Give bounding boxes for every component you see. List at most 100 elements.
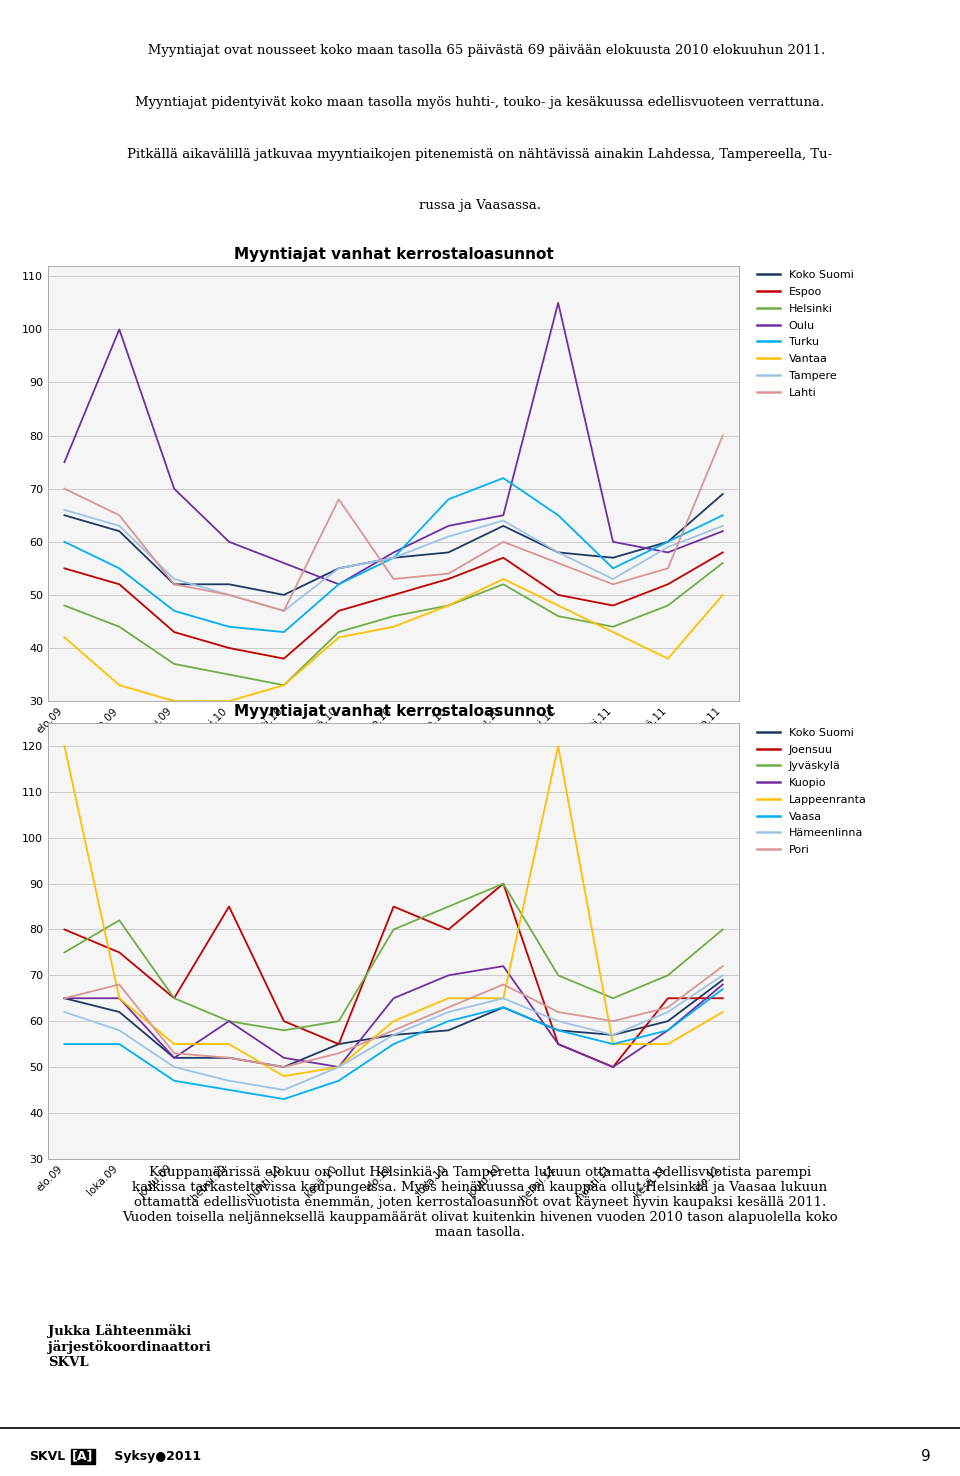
Turku (278, 623, 290, 641)
Pori (662, 999, 674, 1017)
Koko Suomi (497, 517, 509, 534)
Koko Suomi (168, 1049, 180, 1067)
Vaasa (278, 1091, 290, 1108)
Tampere (662, 539, 674, 556)
Hämeenlinna (113, 1021, 125, 1039)
Jyväskylä (278, 1021, 290, 1039)
Vantaa (388, 618, 399, 636)
Helsinki (388, 607, 399, 624)
Kuopio (497, 958, 509, 976)
Vantaa (608, 623, 619, 641)
Joensuu (608, 1058, 619, 1076)
Tampere (443, 527, 454, 545)
Tampere (59, 500, 70, 518)
Lappeenranta (717, 1004, 729, 1021)
Hämeenlinna (278, 1080, 290, 1098)
Jyväskylä (608, 989, 619, 1007)
Helsinki (278, 676, 290, 694)
Oulu (717, 523, 729, 540)
Helsinki (113, 618, 125, 636)
Vantaa (443, 596, 454, 614)
Lappeenranta (168, 1035, 180, 1052)
Lappeenranta (59, 738, 70, 756)
Turku (59, 533, 70, 551)
Espoo (717, 543, 729, 561)
Pori (113, 976, 125, 993)
Jyväskylä (443, 897, 454, 915)
Pori (608, 1013, 619, 1030)
Koko Suomi (113, 1004, 125, 1021)
Oulu (59, 453, 70, 471)
Lappeenranta (608, 1035, 619, 1052)
Koko Suomi (443, 543, 454, 561)
Vaasa (168, 1072, 180, 1089)
Vaasa (59, 1035, 70, 1052)
Lahti (59, 480, 70, 497)
Vaasa (497, 999, 509, 1017)
Text: Jukka Lähteenmäki
järjestökoordinaattori
SKVL: Jukka Lähteenmäki järjestökoordinaattori… (48, 1324, 211, 1368)
Text: Myyntiajat ovat nousseet koko maan tasolla 65 päivästä 69 päivään elokuusta 2010: Myyntiajat ovat nousseet koko maan tasol… (134, 44, 826, 58)
Vantaa (552, 596, 564, 614)
Espoo (113, 576, 125, 593)
Lahti (224, 586, 235, 604)
Turku (168, 602, 180, 620)
Line: Oulu: Oulu (64, 303, 723, 584)
Koko Suomi (333, 559, 345, 577)
Lahti (662, 559, 674, 577)
Lahti (552, 554, 564, 571)
Helsinki (168, 655, 180, 673)
Koko Suomi (59, 989, 70, 1007)
Turku (552, 506, 564, 524)
Tampere (333, 559, 345, 577)
Pori (497, 976, 509, 993)
Pori (552, 1004, 564, 1021)
Joensuu (443, 921, 454, 939)
Turku (717, 506, 729, 524)
Jyväskylä (552, 967, 564, 984)
Kuopio (388, 989, 399, 1007)
Pori (333, 1045, 345, 1063)
Oulu (497, 506, 509, 524)
Koko Suomi (443, 1021, 454, 1039)
Joensuu (662, 989, 674, 1007)
Lappeenranta (224, 1035, 235, 1052)
Pori (224, 1049, 235, 1067)
Vaasa (224, 1080, 235, 1098)
Pori (388, 1021, 399, 1039)
Lahti (388, 570, 399, 587)
Koko Suomi (278, 586, 290, 604)
Hämeenlinna (552, 1013, 564, 1030)
Joensuu (113, 943, 125, 961)
Hämeenlinna (168, 1058, 180, 1076)
Kuopio (333, 1058, 345, 1076)
Text: Myyntiajat pidentyivät koko maan tasolla myös huhti-, touko- ja kesäkuussa edell: Myyntiajat pidentyivät koko maan tasolla… (135, 96, 825, 109)
Turku (113, 559, 125, 577)
Koko Suomi (278, 1058, 290, 1076)
Lappeenranta (443, 989, 454, 1007)
Joensuu (717, 989, 729, 1007)
Line: Vantaa: Vantaa (64, 579, 723, 701)
Espoo (662, 576, 674, 593)
Jyväskylä (497, 875, 509, 893)
Title: Myyntiajat vanhat kerrostaloasunnot: Myyntiajat vanhat kerrostaloasunnot (233, 704, 554, 719)
Koko Suomi (59, 506, 70, 524)
Kuopio (59, 989, 70, 1007)
Koko Suomi (388, 1026, 399, 1044)
Kuopio (662, 1021, 674, 1039)
Oulu (333, 576, 345, 593)
Tampere (278, 602, 290, 620)
Espoo (278, 649, 290, 667)
Line: Espoo: Espoo (64, 552, 723, 658)
Vantaa (113, 676, 125, 694)
Helsinki (59, 596, 70, 614)
Kuopio (443, 967, 454, 984)
Jyväskylä (224, 1013, 235, 1030)
Pori (717, 958, 729, 976)
Lappeenranta (333, 1058, 345, 1076)
Vantaa (278, 676, 290, 694)
Text: [A]: [A] (72, 1449, 93, 1463)
Koko Suomi (113, 523, 125, 540)
Hämeenlinna (388, 1026, 399, 1044)
Jyväskylä (333, 1013, 345, 1030)
Jyväskylä (168, 989, 180, 1007)
